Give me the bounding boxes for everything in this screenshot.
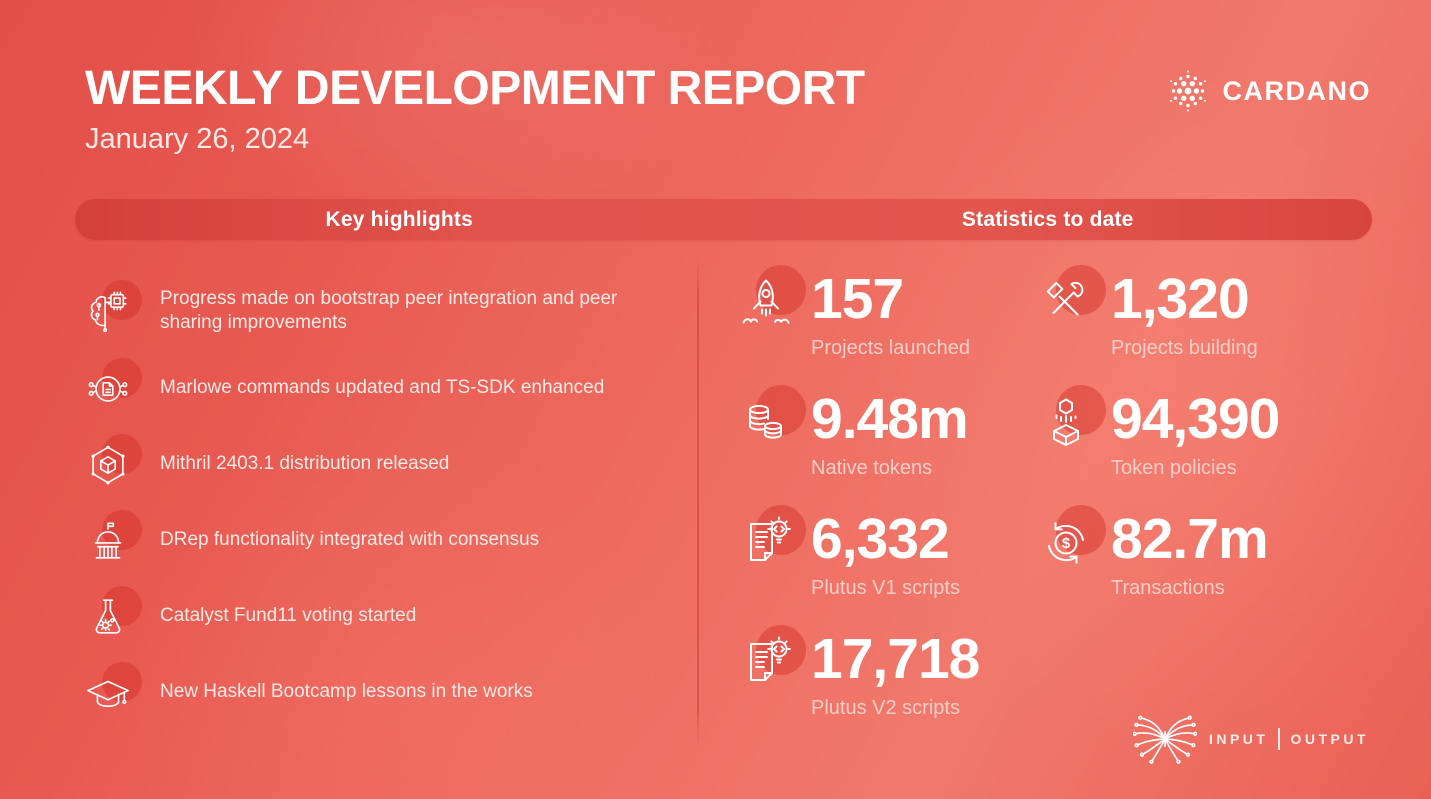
input-output-logo: INPUT OUTPUT (1132, 709, 1369, 769)
input-output-text: INPUT OUTPUT (1209, 728, 1369, 750)
stat-text: 94,390 Token policies (1111, 387, 1280, 480)
key-highlights-list: Progress made on bootstrap peer integrat… (85, 280, 685, 746)
rocket-icon (738, 265, 806, 331)
butterfly-icon (1132, 709, 1197, 769)
header: WEEKLY DEVELOPMENT REPORT January 26, 20… (85, 62, 865, 156)
highlight-text: Marlowe commands updated and TS-SDK enha… (160, 377, 605, 399)
stat-projects-launched: 157 Projects launched (738, 265, 1038, 392)
highlight-item: Mithril 2403.1 distribution released (85, 433, 685, 488)
stat-text: 9.48m Native tokens (811, 387, 969, 480)
governance-building-icon (85, 509, 142, 564)
highlight-text: DRep functionality integrated with conse… (160, 529, 540, 551)
document-network-icon (85, 357, 142, 412)
coin-stacks-icon (738, 385, 806, 451)
highlight-item: Catalyst Fund11 voting started (85, 585, 685, 640)
page-title: WEEKLY DEVELOPMENT REPORT (85, 62, 865, 115)
highlight-item: Progress made on bootstrap peer integrat… (85, 280, 685, 336)
dollar-cycle-icon: $ (1038, 505, 1106, 571)
hammer-wrench-icon (1038, 265, 1106, 331)
cardano-logo-icon (1165, 68, 1211, 114)
stat-value: 1,320 (1111, 267, 1250, 331)
stat-native-tokens: 9.48m Native tokens (738, 385, 1038, 512)
stat-value: 6,332 (811, 507, 950, 571)
token-box-icon (1038, 385, 1106, 451)
input-label: INPUT (1208, 731, 1269, 747)
script-document-icon (738, 505, 806, 571)
stat-text: 1,320 Projects building (1111, 267, 1258, 360)
stat-value: 17,718 (811, 627, 980, 691)
stat-label: Plutus V1 scripts (811, 576, 960, 599)
stat-label: Token policies (1111, 456, 1237, 479)
stat-plutus-v1-scripts: 6,332 Plutus V1 scripts (738, 505, 1038, 632)
stat-value: 9.48m (811, 387, 969, 451)
highlight-text: Mithril 2403.1 distribution released (160, 453, 450, 475)
stat-token-policies: 94,390 Token policies (1038, 385, 1342, 512)
stat-text: 157 Projects launched (811, 267, 970, 360)
stat-transactions: $ 82.7m Transactions (1038, 505, 1342, 632)
stat-text: 82.7m Transactions (1111, 507, 1269, 600)
highlight-item: DRep functionality integrated with conse… (85, 509, 685, 564)
section-title-key-highlights: Key highlights (325, 207, 473, 231)
highlight-text: New Haskell Bootcamp lessons in the work… (160, 681, 533, 703)
stat-text: 6,332 Plutus V1 scripts (811, 507, 960, 600)
stat-value: 94,390 (1111, 387, 1280, 451)
stat-label: Projects launched (811, 336, 970, 359)
graduation-cap-icon (85, 661, 142, 716)
script-document-icon (738, 625, 806, 691)
highlight-text: Progress made on bootstrap peer integrat… (160, 288, 618, 334)
output-label: OUTPUT (1290, 731, 1369, 747)
stat-label: Native tokens (811, 456, 933, 479)
stat-value: 157 (811, 267, 904, 331)
stat-label: Plutus V2 scripts (811, 696, 960, 719)
section-header-bar: Key highlights Statistics to date (75, 199, 1372, 240)
stat-text: 17,718 Plutus V2 scripts (811, 627, 980, 720)
io-separator (1278, 728, 1281, 750)
stat-value: 82.7m (1111, 507, 1269, 571)
stat-label: Projects building (1111, 336, 1258, 359)
highlight-item: New Haskell Bootcamp lessons in the work… (85, 661, 685, 716)
stat-label: Transactions (1111, 576, 1225, 599)
mithril-cube-network-icon (85, 433, 142, 488)
cardano-logo: CARDANO (1165, 68, 1372, 114)
report-date: January 26, 2024 (85, 123, 310, 156)
section-title-statistics: Statistics to date (961, 207, 1134, 231)
highlight-text: Catalyst Fund11 voting started (160, 605, 417, 627)
flask-gears-icon (85, 585, 142, 640)
statistics-grid: 157 Projects launched 1,320 Projects bui… (738, 265, 1342, 752)
stat-plutus-v2-scripts: 17,718 Plutus V2 scripts (738, 625, 1038, 752)
highlight-item: Marlowe commands updated and TS-SDK enha… (85, 357, 685, 412)
stat-projects-building: 1,320 Projects building (1038, 265, 1342, 392)
cardano-logo-text: CARDANO (1222, 75, 1371, 106)
column-divider (697, 258, 699, 746)
ai-brain-chip-icon (85, 280, 142, 334)
svg-text:$: $ (1062, 535, 1071, 552)
